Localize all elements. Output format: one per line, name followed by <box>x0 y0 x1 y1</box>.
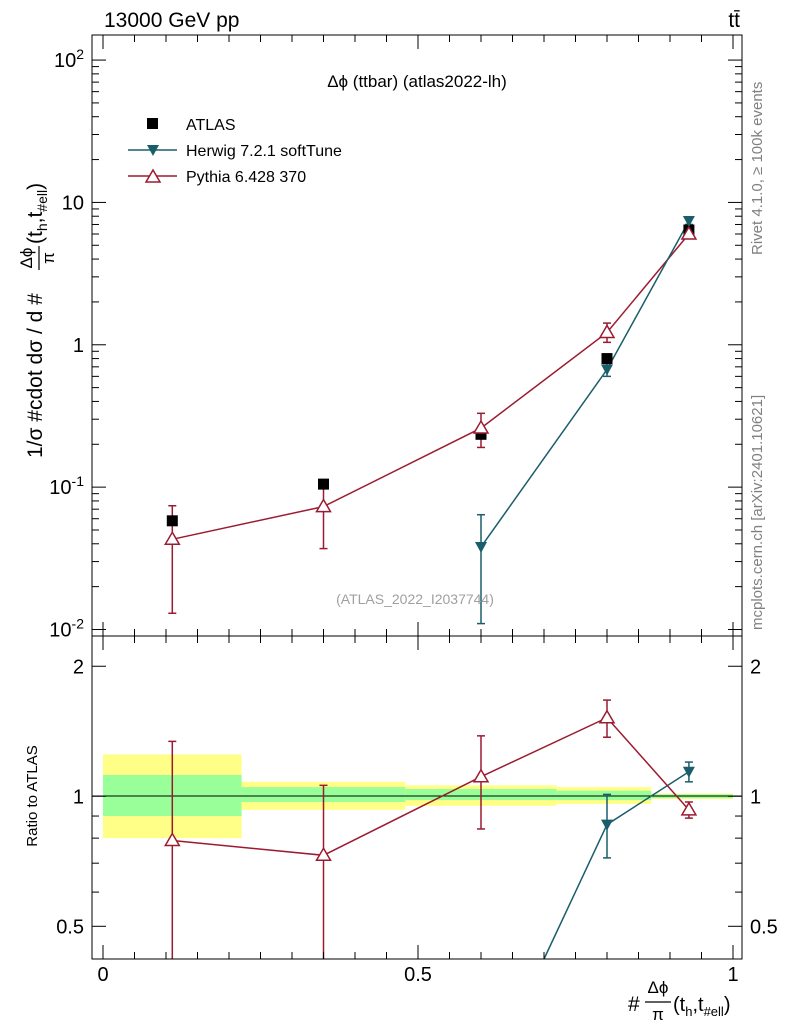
atlas-point <box>166 515 178 527</box>
process-label: tt̄ <box>728 9 740 32</box>
pythia-point <box>163 530 181 546</box>
ratio-frame <box>91 635 743 960</box>
x-label-num: Δϕ <box>648 978 669 997</box>
pythia-point <box>598 323 616 339</box>
mcplots-label: mcplots.cern.ch [arXiv:2401.10621] <box>749 395 766 630</box>
main-y-label-den: π <box>39 252 58 264</box>
rivet-label: Rivet 4.1.0, ≥ 100k events <box>749 82 766 255</box>
main-y-tick-label: 10-2 <box>49 615 84 641</box>
pythia-point <box>472 419 490 434</box>
pythia-point <box>680 225 698 240</box>
herwig-line <box>480 220 690 548</box>
x-tick-label: 1 <box>727 964 738 986</box>
main-y-tick-label: 1 <box>73 335 84 357</box>
x-label-tail: (th,t#ell) <box>673 994 731 1019</box>
legend-atlas-label: ATLAS <box>186 117 236 134</box>
ratio-y-tick-label-right: 2 <box>750 656 761 678</box>
main-y-label-main: 1/σ #cdot dσ / d # <box>24 293 47 458</box>
main-y-label-tail: (th,t#ell) <box>24 183 50 244</box>
energy-label: 13000 GeV pp <box>104 9 239 32</box>
ratio-herwig-point <box>601 819 613 831</box>
main-y-tick-label: 10 <box>62 192 84 214</box>
main-y-tick-label: 10-1 <box>49 473 84 499</box>
main-title: Δϕ (ttbar) (atlas2022-lh) <box>327 72 507 91</box>
herwig-point <box>475 541 487 553</box>
legend-herwig-label: Herwig 7.2.1 softTune <box>186 143 342 160</box>
ratio-y-tick-label: 2 <box>73 656 84 678</box>
main-panel: 10-2 10-1 1 10 102 Δϕ (ttbar) (atlas2022-lh)… <box>17 34 743 641</box>
main-y-label-num: Δϕ <box>17 248 36 269</box>
herwig-point <box>601 364 613 376</box>
main-y-label: 1/σ #cdot dσ / d # Δϕ π (th,t#ell) <box>17 183 58 458</box>
ratio-pythia-point <box>163 832 181 847</box>
x-tick-label: 0.5 <box>404 964 432 986</box>
atlas-point <box>601 353 613 365</box>
main-marks <box>163 216 698 625</box>
main-y-tick-label: 102 <box>54 46 84 72</box>
ratio-pythia-point <box>472 768 490 783</box>
x-tick-label: 0 <box>97 964 108 986</box>
ratio-y-tick-label-right: 1 <box>750 786 761 808</box>
x-label-hash: # <box>628 993 640 1016</box>
x-axis-label: # Δϕ π (th,t#ell) <box>628 978 731 1024</box>
ratio-y-tick-label: 0.5 <box>56 916 84 938</box>
ratio-y-tick-label: 1 <box>73 786 84 808</box>
legend: ATLAS Herwig 7.2.1 softTune Pythia 6.428… <box>128 117 342 186</box>
x-label-den: π <box>652 1005 664 1024</box>
herwig-point <box>682 216 695 228</box>
pythia-point <box>315 498 332 513</box>
ratio-pythia-point <box>598 709 616 724</box>
ratio-y-tick-label-right: 0.5 <box>750 916 778 938</box>
ratio-ticks: 0.5 0.5 1 1 2 2 0 0.5 1 <box>56 636 778 986</box>
main-ticks: 10-2 10-1 1 10 102 <box>49 35 742 641</box>
legend-pythia-marker <box>144 168 162 183</box>
legend-pythia-label: Pythia 6.428 370 <box>186 169 306 186</box>
ratio-y-label: Ratio to ATLAS <box>24 745 41 846</box>
ratio-marks <box>163 699 698 960</box>
ratio-panel: 0.5 0.5 1 1 2 2 0 0.5 1 Ratio to ATLAS # Δϕ π (t… <box>24 635 778 1024</box>
pythia-line <box>172 233 690 541</box>
atlas-point <box>475 428 487 440</box>
ratio-herwig-point <box>682 766 695 778</box>
ratio-pythia-point <box>680 801 698 816</box>
analysis-watermark: (ATLAS_2022_I2037744) <box>336 591 494 607</box>
legend-herwig-marker <box>147 145 159 156</box>
ratio-band-inner <box>556 790 652 801</box>
legend-atlas-marker <box>147 118 158 129</box>
ratio-pythia-point <box>315 846 332 862</box>
atlas-point <box>318 478 329 490</box>
